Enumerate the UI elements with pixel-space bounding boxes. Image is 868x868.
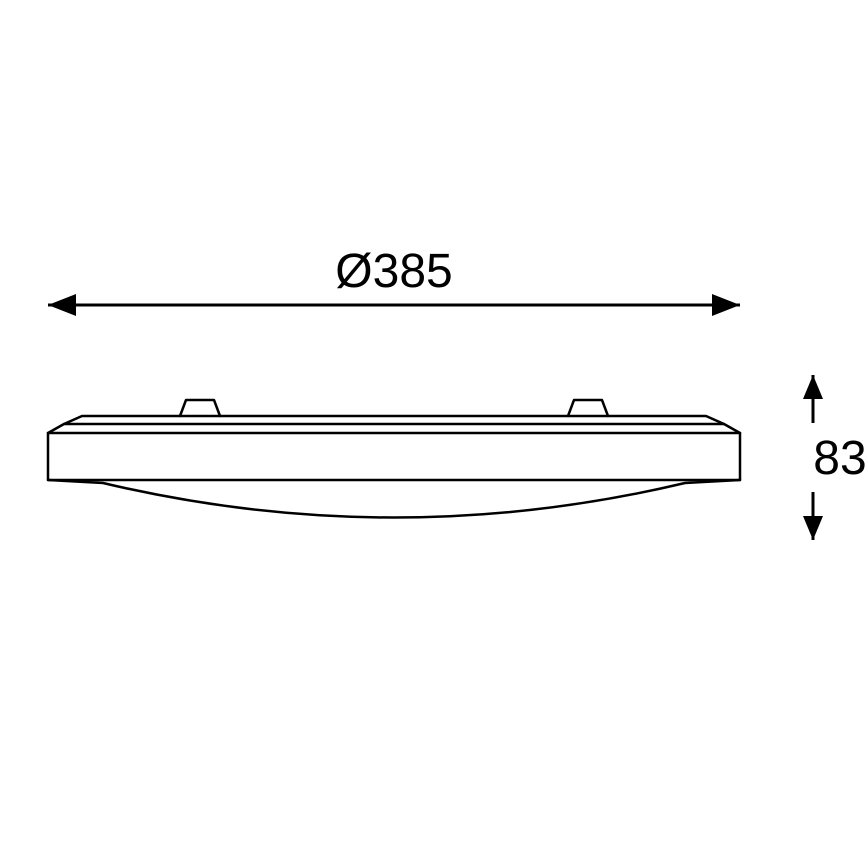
mounting-clip bbox=[568, 400, 608, 416]
height-dimension-label: 83 bbox=[813, 432, 866, 485]
mounting-clip bbox=[180, 400, 220, 416]
fixture-profile bbox=[48, 400, 740, 518]
width-dimension-label: Ø385 bbox=[335, 245, 452, 298]
